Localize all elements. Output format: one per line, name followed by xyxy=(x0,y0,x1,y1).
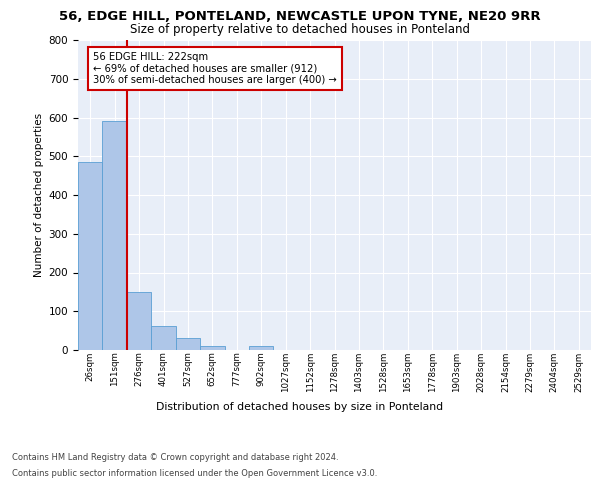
Text: Contains public sector information licensed under the Open Government Licence v3: Contains public sector information licen… xyxy=(12,468,377,477)
Bar xyxy=(127,292,151,350)
Bar xyxy=(249,346,274,350)
Text: Size of property relative to detached houses in Ponteland: Size of property relative to detached ho… xyxy=(130,22,470,36)
Bar xyxy=(151,326,176,350)
Bar xyxy=(103,120,127,350)
Bar xyxy=(78,162,103,350)
Text: 56 EDGE HILL: 222sqm
← 69% of detached houses are smaller (912)
30% of semi-deta: 56 EDGE HILL: 222sqm ← 69% of detached h… xyxy=(93,52,337,85)
Bar xyxy=(200,346,224,350)
Text: Distribution of detached houses by size in Ponteland: Distribution of detached houses by size … xyxy=(157,402,443,412)
Text: Contains HM Land Registry data © Crown copyright and database right 2024.: Contains HM Land Registry data © Crown c… xyxy=(12,454,338,462)
Text: 56, EDGE HILL, PONTELAND, NEWCASTLE UPON TYNE, NE20 9RR: 56, EDGE HILL, PONTELAND, NEWCASTLE UPON… xyxy=(59,10,541,23)
Bar xyxy=(176,338,200,350)
Y-axis label: Number of detached properties: Number of detached properties xyxy=(34,113,44,277)
